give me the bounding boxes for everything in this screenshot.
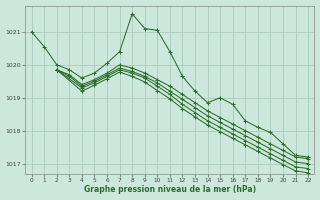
X-axis label: Graphe pression niveau de la mer (hPa): Graphe pression niveau de la mer (hPa) xyxy=(84,185,256,194)
